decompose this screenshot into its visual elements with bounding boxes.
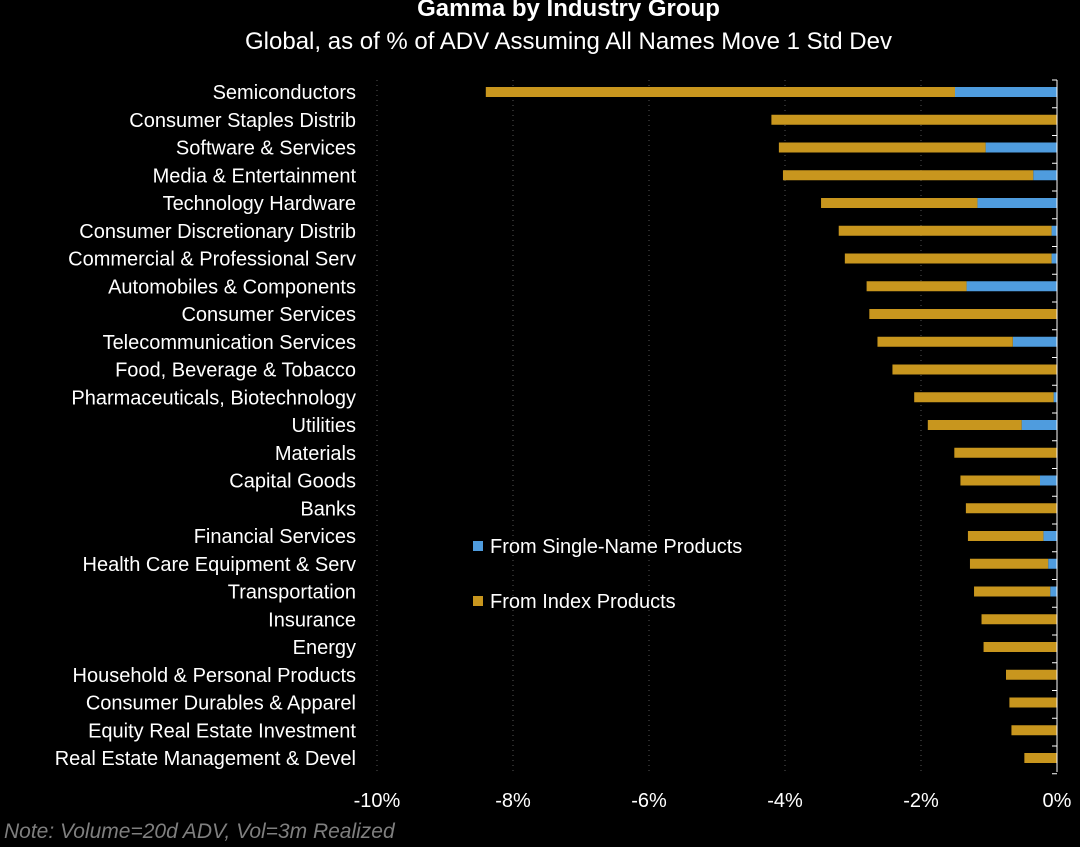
category-label-6: Commercial & Professional Serv: [68, 249, 356, 271]
category-label-10: Food, Beverage & Tobacco: [115, 360, 356, 382]
bar-index-14: [960, 475, 1040, 486]
bar-index-24: [1024, 753, 1057, 763]
category-label-20: Energy: [293, 637, 356, 659]
category-label-18: Transportation: [228, 582, 356, 604]
x-tick-label-1: -8%: [495, 790, 531, 812]
category-label-4: Technology Hardware: [163, 193, 356, 215]
category-label-12: Utilities: [292, 415, 356, 437]
category-label-8: Consumer Services: [181, 304, 356, 326]
bar-index-19: [981, 614, 1057, 625]
chart-subtitle: Global, as of % of ADV Assuming All Name…: [245, 28, 892, 55]
bar-single-name-17: [1048, 558, 1057, 569]
bar-single-name-2: [985, 142, 1057, 153]
legend-swatch-1: [473, 596, 483, 606]
bar-index-8: [869, 309, 1057, 319]
category-label-13: Materials: [275, 443, 356, 465]
bar-index-11: [914, 392, 1054, 403]
category-label-14: Capital Goods: [229, 471, 356, 493]
bar-index-18: [974, 586, 1051, 597]
category-label-9: Telecommunication Services: [103, 332, 356, 354]
bar-index-0: [485, 87, 955, 97]
bar-index-16: [967, 531, 1044, 541]
category-label-23: Equity Real Estate Investment: [88, 720, 356, 742]
bar-index-17: [969, 558, 1049, 569]
legend-swatch-0: [473, 541, 483, 551]
x-tick-label-3: -4%: [767, 790, 803, 812]
chart-title: Gamma by Industry Group: [417, 0, 720, 22]
bar-index-12: [927, 420, 1022, 430]
legend-label-0: From Single-Name Products: [490, 536, 742, 558]
bar-single-name-14: [1040, 475, 1057, 486]
category-label-5: Consumer Discretionary Distrib: [79, 221, 356, 243]
bar-index-15: [965, 503, 1057, 514]
bar-single-name-16: [1043, 531, 1057, 541]
bar-index-6: [844, 253, 1052, 264]
bar-single-name-12: [1021, 420, 1057, 430]
bar-single-name-6: [1051, 253, 1057, 264]
bar-single-name-5: [1051, 225, 1057, 236]
legend-label-1: From Index Products: [490, 591, 676, 613]
bar-single-name-9: [1012, 336, 1057, 347]
category-label-1: Consumer Staples Distrib: [129, 110, 356, 132]
bar-index-20: [983, 642, 1057, 652]
bar-index-13: [954, 447, 1057, 458]
bar-index-3: [782, 170, 1034, 181]
bar-index-1: [771, 114, 1057, 125]
bar-index-5: [838, 225, 1052, 236]
bar-index-22: [1009, 697, 1057, 708]
category-label-17: Health Care Equipment & Serv: [83, 554, 356, 576]
x-tick-label-0: -10%: [354, 790, 401, 812]
category-label-21: Household & Personal Products: [73, 665, 357, 687]
category-label-11: Pharmaceuticals, Biotechnology: [71, 387, 356, 409]
bar-single-name-18: [1050, 586, 1057, 597]
category-label-0: Semiconductors: [213, 82, 356, 104]
chart-note: Note: Volume=20d ADV, Vol=3m Realized: [4, 820, 395, 843]
bar-index-9: [877, 336, 1013, 347]
x-tick-label-4: -2%: [903, 790, 939, 812]
category-label-2: Software & Services: [176, 138, 356, 160]
category-label-7: Automobiles & Components: [108, 276, 356, 298]
bar-index-7: [866, 281, 967, 292]
x-tick-label-5: 0%: [1043, 790, 1072, 812]
category-label-22: Consumer Durables & Apparel: [86, 693, 356, 715]
bar-index-2: [778, 142, 986, 153]
category-label-24: Real Estate Management & Devel: [55, 748, 356, 770]
category-label-19: Insurance: [268, 609, 356, 631]
category-label-15: Banks: [300, 498, 356, 520]
bar-single-name-7: [966, 281, 1057, 292]
category-label-16: Financial Services: [194, 526, 356, 548]
bar-index-10: [892, 364, 1057, 375]
bar-single-name-4: [977, 198, 1057, 208]
bar-index-4: [821, 198, 978, 208]
category-label-3: Media & Entertainment: [153, 165, 357, 187]
bar-index-23: [1011, 725, 1057, 736]
bar-single-name-11: [1053, 392, 1057, 403]
bar-index-21: [1006, 669, 1057, 680]
x-tick-label-2: -6%: [631, 790, 667, 812]
bar-single-name-3: [1033, 170, 1057, 181]
bar-single-name-0: [955, 87, 1057, 97]
